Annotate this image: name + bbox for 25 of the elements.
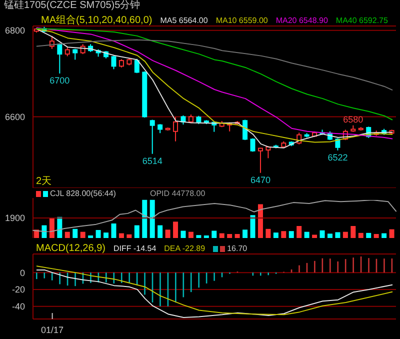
text: DIFF -14.54 bbox=[113, 244, 156, 253]
text: MA20 6548.90 bbox=[276, 16, 328, 24]
annotation: 6700 bbox=[50, 76, 70, 86]
annotation: 6580 bbox=[343, 114, 364, 124]
annotation: 6514 bbox=[142, 156, 162, 166]
legend-title: MACD(12,26,9) bbox=[36, 243, 106, 254]
text: DEA -22.89 bbox=[164, 244, 206, 253]
y-tick-label: 0 bbox=[20, 268, 25, 278]
legend-label: 16.70 bbox=[226, 244, 248, 253]
annotation: 2天 bbox=[36, 176, 52, 187]
annotation: 6522 bbox=[328, 152, 348, 162]
text: MA10 6559.00 bbox=[216, 16, 268, 24]
x-tick-label: 01/17 bbox=[41, 325, 64, 335]
chart-title: 锰硅1705(CZCE SM705)5分钟 bbox=[4, 0, 140, 11]
y-tick-label: 6600 bbox=[4, 112, 25, 122]
text: MA5 6564.00 bbox=[160, 16, 208, 24]
y-tick-label: -20 bbox=[12, 284, 25, 295]
annotation: 6470 bbox=[250, 174, 270, 185]
y-tick-label: 6800 bbox=[4, 26, 25, 36]
series-label: OPID 44778.00 bbox=[150, 189, 206, 198]
y-tick-label: 1900 bbox=[4, 213, 25, 224]
legend-label: CJL 828.00(56:44) bbox=[49, 189, 116, 198]
legend-title: MA组合(5,10,20,40,60,0) bbox=[41, 14, 152, 27]
y-tick-label: -40 bbox=[12, 302, 25, 312]
text: MA40 6592.75 bbox=[336, 16, 388, 24]
